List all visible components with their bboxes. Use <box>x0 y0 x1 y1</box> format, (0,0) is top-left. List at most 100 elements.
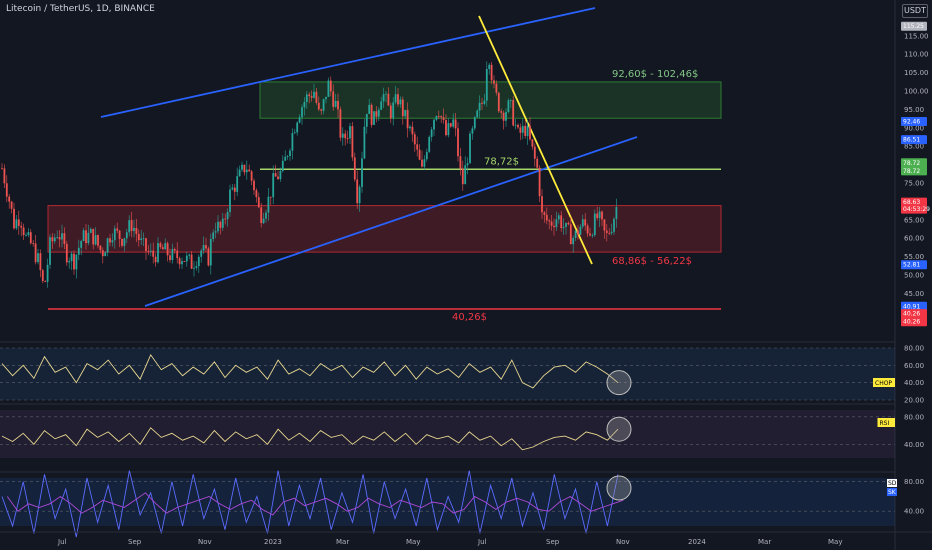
candle-body <box>178 258 181 265</box>
candle-body <box>469 133 471 164</box>
candle-body <box>457 128 459 157</box>
candle-body <box>89 228 92 233</box>
zone-label: 68,86$ - 56,22$ <box>612 256 692 267</box>
candle-body <box>581 219 584 227</box>
y-tick-label: 45.00 <box>904 290 924 298</box>
indicator-tick-label: 80.00 <box>904 478 924 486</box>
candle-body <box>15 219 18 229</box>
y-tick-label: 50.00 <box>904 272 924 280</box>
x-tick-label: Mar <box>758 538 771 546</box>
indicator-band <box>0 410 895 458</box>
candle-body <box>315 91 318 103</box>
indicator-tick-label: 80.00 <box>904 345 924 353</box>
currency-button[interactable]: USDT <box>902 4 928 18</box>
candle-body <box>401 99 404 117</box>
price-tag-label: 78.72 <box>903 160 920 167</box>
candle-body <box>207 248 210 266</box>
candle-body <box>310 96 313 98</box>
candle-body <box>262 218 265 224</box>
candle-body <box>229 189 231 213</box>
indicator-tick-label: 60.00 <box>904 362 924 370</box>
candle-body <box>166 243 169 256</box>
candle-body <box>293 132 296 134</box>
x-tick-label: 2024 <box>688 538 706 546</box>
x-tick-label: May <box>406 538 420 546</box>
candle-body <box>526 125 529 136</box>
price-tag-label: 68.63 <box>903 199 920 206</box>
price-tag-label: 40.26 <box>903 319 920 326</box>
candle-body <box>80 240 83 248</box>
y-tick-label: 55.00 <box>904 253 924 261</box>
candle-body <box>608 232 611 234</box>
candle-body <box>173 249 176 251</box>
candle-body <box>257 197 260 208</box>
price-tag <box>901 301 927 311</box>
candle-body <box>589 233 591 236</box>
candle-body <box>291 133 294 151</box>
price-tag <box>901 317 927 327</box>
candle-body <box>226 212 229 220</box>
candle-body <box>356 179 359 204</box>
candle-body <box>128 220 131 233</box>
y-tick-label: 95.00 <box>904 106 924 114</box>
candle-body <box>3 168 6 184</box>
candle-body <box>303 102 306 108</box>
y-tick-label: 90.00 <box>904 124 924 132</box>
candle-body <box>44 281 47 282</box>
candle-body <box>550 221 553 226</box>
candle-body <box>351 126 354 158</box>
price-tag-label: 40.26 <box>903 311 920 318</box>
candle-body <box>243 164 246 173</box>
candle-body <box>87 232 90 244</box>
candle-body <box>133 227 135 232</box>
candle-body <box>181 261 183 265</box>
candle-body <box>329 80 332 92</box>
candle-body <box>569 224 572 245</box>
price-tag-label: 86.51 <box>903 137 920 144</box>
candle-body <box>538 167 541 197</box>
x-tick-label: Sep <box>546 538 560 546</box>
candle-body <box>238 169 241 177</box>
candle-body <box>495 83 498 93</box>
candle-body <box>106 238 109 253</box>
level-label: 40,26$ <box>452 312 487 323</box>
candle-body <box>296 122 299 133</box>
candle-body <box>197 256 200 267</box>
candle-body <box>130 220 133 232</box>
candle-body <box>147 251 150 252</box>
candle-body <box>135 227 138 234</box>
candle-body <box>51 237 54 242</box>
candle-body <box>385 93 387 95</box>
candle-body <box>75 254 78 270</box>
candle-body <box>171 249 174 261</box>
candle-body <box>284 156 287 161</box>
candle-body <box>349 126 351 139</box>
indicator-band <box>0 348 895 400</box>
candle-body <box>61 233 63 240</box>
candle-body <box>519 127 522 133</box>
candle-body <box>37 253 39 263</box>
candle-body <box>325 96 327 100</box>
candle-body <box>164 243 167 250</box>
candle-body <box>308 94 311 97</box>
candle-body <box>502 112 505 121</box>
candle-body <box>572 238 575 245</box>
candle-body <box>603 219 606 231</box>
candle-body <box>485 69 488 101</box>
candle-body <box>5 183 8 197</box>
candle-body <box>190 254 193 269</box>
candle-body <box>406 109 409 129</box>
candle-body <box>193 267 195 269</box>
candle-body <box>224 218 227 220</box>
candle-body <box>521 125 524 133</box>
candle-body <box>409 126 411 129</box>
candle-body <box>346 138 349 140</box>
candle-body <box>17 219 20 226</box>
candle-body <box>505 112 507 121</box>
candle-body <box>231 187 234 190</box>
candle-body <box>344 133 347 139</box>
price-tag <box>901 260 927 270</box>
indicator-line <box>1 427 619 451</box>
candle-body <box>176 250 179 259</box>
